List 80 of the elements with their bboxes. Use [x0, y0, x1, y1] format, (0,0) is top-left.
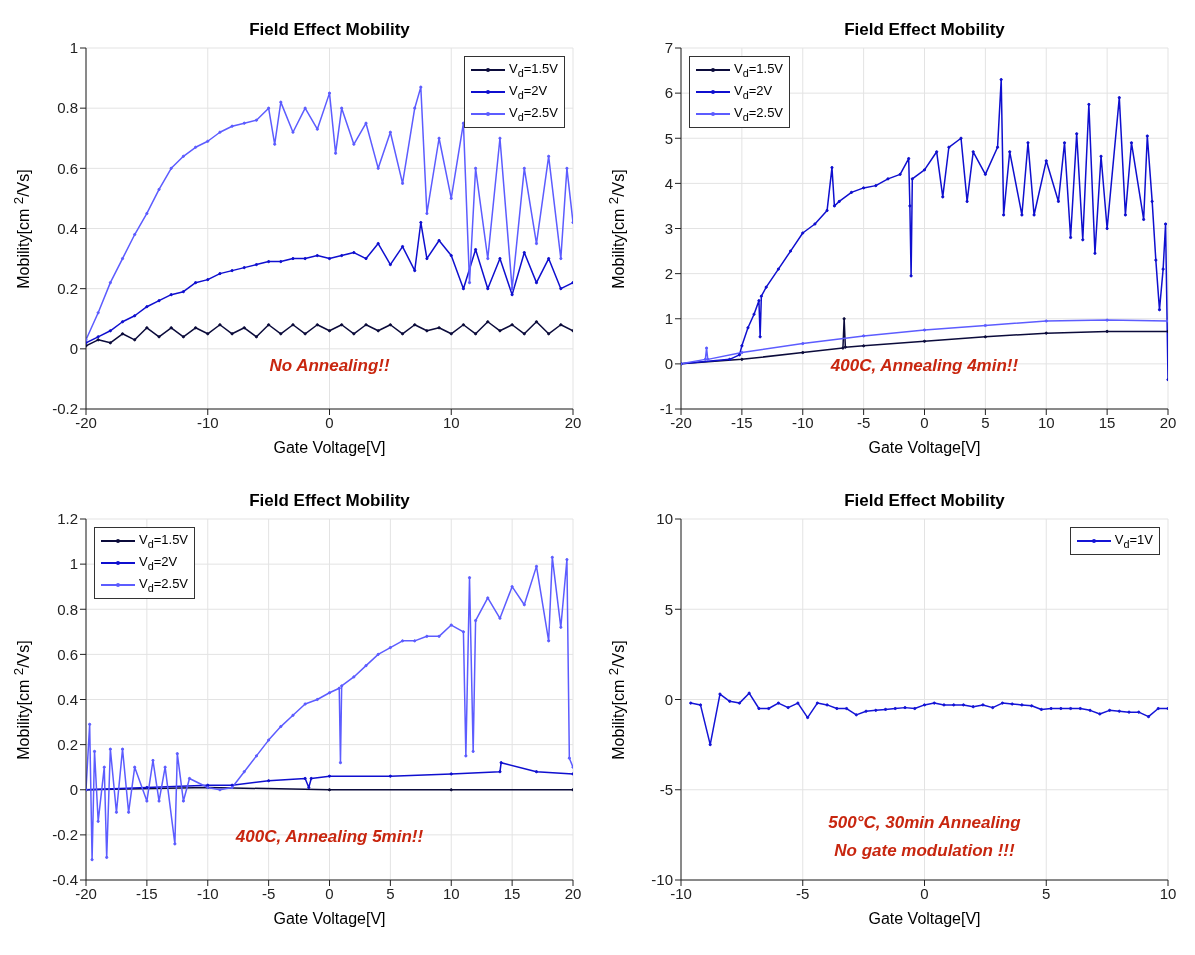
- legend-label: V$_{d}$=1.5V: [139, 532, 189, 550]
- y-tick-label: 0.8: [57, 600, 78, 618]
- legend-label: V$_{d}$=1.5V: [734, 61, 784, 79]
- y-tick-label: -0.4: [52, 871, 78, 889]
- legend-label: V$_{d}$=2.5V: [734, 105, 784, 123]
- y-tick-label: 1: [69, 555, 78, 573]
- x-tick-label: 0: [325, 413, 334, 431]
- x-axis-title: Gate Voltage[V]: [867, 910, 982, 928]
- y-tick-label: 5: [664, 129, 673, 147]
- legend-label: V$_{d}$=1V: [1114, 532, 1153, 550]
- chart-title: Field Effect Mobility: [843, 491, 1006, 511]
- x-tick-label: 10: [442, 413, 460, 431]
- x-tick-label: -5: [261, 884, 276, 902]
- y-tick-label: 0.6: [57, 159, 78, 177]
- annotation: 400C, Annealing 5min!!: [234, 825, 425, 848]
- x-axis-title: Gate Voltage[V]: [272, 910, 387, 928]
- annotation: 500°C, 30min Annealing: [827, 811, 1022, 834]
- y-tick-label: 10: [656, 510, 673, 528]
- x-tick-label: 15: [1098, 413, 1116, 431]
- annotation: No gate modulation !!!: [833, 839, 1016, 862]
- x-tick-label: -20: [670, 413, 692, 431]
- x-axis-title: Gate Voltage[V]: [867, 439, 982, 457]
- y-tick-label: 1: [69, 39, 78, 57]
- x-axis-title: Gate Voltage[V]: [272, 439, 387, 457]
- y-tick-label: 2: [664, 264, 673, 282]
- y-tick-label: 1.2: [57, 510, 78, 528]
- y-tick-label: 3: [664, 219, 673, 237]
- x-tick-label: 10: [1159, 884, 1177, 902]
- y-tick-label: -10: [651, 871, 673, 889]
- y-tick-label: 0: [69, 340, 78, 358]
- y-tick-label: 5: [664, 600, 673, 618]
- x-tick-label: -20: [75, 884, 97, 902]
- legend-label: V$_{d}$=2.5V: [139, 576, 189, 594]
- y-tick-label: 0.6: [57, 645, 78, 663]
- legend-label: V$_{d}$=2V: [734, 83, 773, 101]
- x-tick-label: 20: [564, 884, 582, 902]
- y-tick-label: 0.4: [57, 690, 78, 708]
- x-tick-label: 10: [442, 884, 460, 902]
- chart-title: Field Effect Mobility: [248, 491, 411, 511]
- x-tick-label: 10: [1037, 413, 1055, 431]
- x-tick-label: -5: [796, 884, 810, 902]
- x-tick-label: 5: [981, 413, 990, 431]
- x-tick-label: -15: [731, 413, 753, 431]
- x-tick-label: 0: [920, 413, 929, 431]
- legend-label: V$_{d}$=1.5V: [508, 61, 558, 79]
- y-tick-label: -1: [659, 400, 673, 418]
- x-tick-label: 15: [503, 884, 521, 902]
- y-tick-label: 0.8: [57, 99, 78, 117]
- annotation: 400C, Annealing 4min!!: [829, 354, 1020, 377]
- x-tick-label: -10: [196, 413, 219, 431]
- y-tick-label: 0.4: [57, 219, 78, 237]
- x-tick-label: 5: [1042, 884, 1051, 902]
- y-tick-label: -0.2: [52, 826, 78, 844]
- x-tick-label: 0: [920, 884, 929, 902]
- y-tick-label: -5: [659, 781, 673, 799]
- legend-label: V$_{d}$=2V: [139, 554, 178, 572]
- y-tick-label: 0.2: [57, 735, 78, 753]
- legend-label: V$_{d}$=2.5V: [508, 105, 558, 123]
- x-tick-label: -20: [75, 413, 97, 431]
- y-tick-label: 0: [664, 690, 673, 708]
- chart-title: Field Effect Mobility: [843, 20, 1006, 40]
- x-tick-label: 20: [564, 413, 582, 431]
- y-tick-label: 0: [664, 355, 673, 373]
- y-tick-label: 7: [664, 39, 673, 57]
- chart-title: Field Effect Mobility: [248, 20, 411, 40]
- x-tick-label: -10: [791, 413, 814, 431]
- legend-label: V$_{d}$=2V: [508, 83, 548, 101]
- x-tick-label: 0: [325, 884, 334, 902]
- x-tick-label: -5: [856, 413, 871, 431]
- y-tick-label: 0.2: [57, 279, 78, 297]
- x-tick-label: -15: [136, 884, 158, 902]
- y-tick-label: -0.2: [52, 400, 78, 418]
- y-tick-label: 1: [664, 310, 673, 328]
- annotation: No Annealing!!: [268, 354, 391, 377]
- y-tick-label: 6: [664, 84, 673, 102]
- x-tick-label: 20: [1159, 413, 1177, 431]
- x-tick-label: 5: [386, 884, 395, 902]
- y-tick-label: 0: [69, 781, 78, 799]
- x-tick-label: -10: [196, 884, 219, 902]
- y-tick-label: 4: [664, 174, 673, 192]
